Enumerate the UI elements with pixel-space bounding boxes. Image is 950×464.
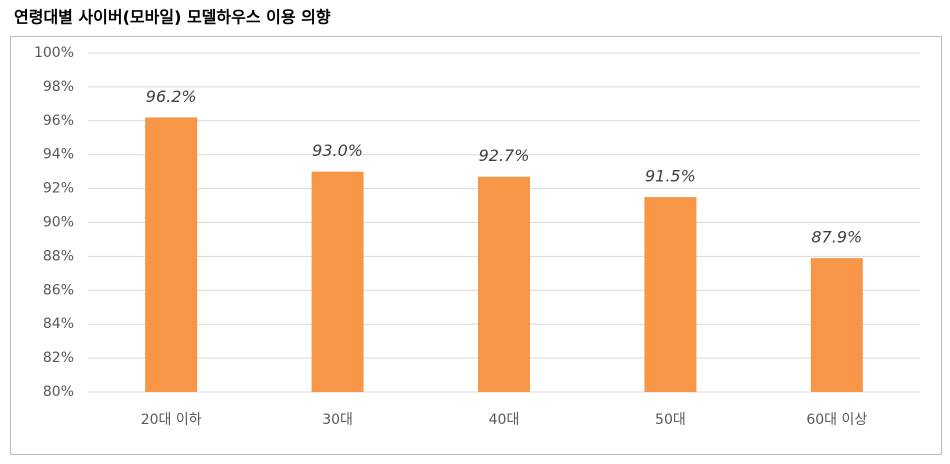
y-tick-label: 90%: [43, 215, 74, 231]
bar: [478, 176, 530, 392]
y-tick-label: 100%: [34, 45, 74, 61]
x-tick-label: 50대: [655, 412, 686, 428]
y-tick-label: 98%: [43, 79, 74, 95]
value-label: 87.9%: [811, 228, 862, 247]
value-label: 91.5%: [645, 167, 696, 186]
y-tick-label: 96%: [43, 113, 74, 129]
value-label: 93.0%: [312, 141, 363, 160]
y-tick-label: 86%: [43, 282, 74, 298]
bar: [644, 197, 697, 392]
y-tick-label: 84%: [43, 316, 74, 332]
bar: [810, 258, 863, 392]
x-tick-label: 20대 이하: [141, 412, 202, 428]
y-tick-label: 92%: [43, 181, 74, 197]
chart-frame: [10, 36, 942, 455]
bar: [311, 171, 364, 392]
bar: [145, 117, 198, 392]
value-label: 96.2%: [146, 87, 197, 106]
x-tick-label: 60대 이상: [806, 412, 867, 428]
y-tick-label: 82%: [43, 350, 74, 366]
x-tick-label: 30대: [322, 412, 353, 428]
y-tick-label: 80%: [43, 384, 74, 400]
x-tick-label: 40대: [489, 412, 520, 428]
chart-title: 연령대별 사이버(모바일) 모델하우스 이용 의향: [14, 8, 331, 27]
y-tick-label: 94%: [43, 147, 74, 163]
y-tick-label: 88%: [43, 248, 74, 264]
value-label: 92.7%: [479, 146, 530, 165]
